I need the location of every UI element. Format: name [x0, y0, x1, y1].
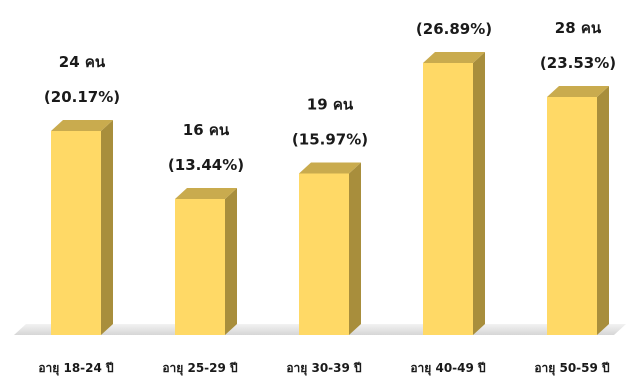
bar-side-face — [225, 188, 237, 335]
bar-side-face — [101, 120, 113, 335]
category-label: อายุ 25-29 ปี — [162, 361, 238, 376]
bar-front-face — [51, 131, 101, 335]
data-label-count: 16 คน — [183, 121, 230, 139]
data-label-percent: (15.97%) — [292, 131, 368, 149]
bar-1 — [51, 120, 113, 335]
bar-2 — [175, 188, 237, 335]
bar-4 — [423, 52, 485, 335]
bar-3 — [299, 162, 361, 335]
bar-top-face — [423, 52, 485, 63]
bar-top-face — [547, 86, 609, 97]
bar-front-face — [175, 199, 225, 335]
bar-side-face — [597, 86, 609, 335]
category-label: อายุ 18-24 ปี — [38, 361, 114, 376]
data-label-percent: (13.44%) — [168, 156, 244, 174]
category-label: อายุ 40-49 ปี — [410, 361, 486, 376]
data-label-percent: (23.53%) — [540, 54, 616, 72]
bars-group — [51, 52, 609, 335]
category-label: อายุ 30-39 ปี — [286, 361, 362, 376]
bar-top-face — [175, 188, 237, 199]
bar-top-face — [299, 162, 361, 174]
bar-front-face — [423, 63, 473, 335]
data-label-count: 24 คน — [59, 53, 106, 71]
data-label-count: 32 คน — [431, 0, 478, 3]
category-labels-group: อายุ 18-24 ปี อายุ 25-29 ปี อายุ 30-39 ปี อ… — [38, 361, 610, 376]
bar-side-face — [349, 162, 361, 335]
data-label-count: 28 คน — [555, 19, 602, 37]
bar-front-face — [547, 97, 597, 335]
bar-front-face — [299, 173, 349, 335]
bar-top-face — [51, 120, 113, 131]
data-labels-group: 24 คน (20.17%) 16 คน (13.44%) 19 คน (15.97%) 3… — [44, 0, 616, 174]
bar-5 — [547, 86, 609, 335]
bar-side-face — [473, 52, 485, 335]
data-label-count: 19 คน — [307, 96, 354, 114]
data-label-percent: (26.89%) — [416, 20, 492, 38]
category-label: อายุ 50-59 ปี — [534, 361, 610, 376]
data-label-percent: (20.17%) — [44, 88, 120, 106]
